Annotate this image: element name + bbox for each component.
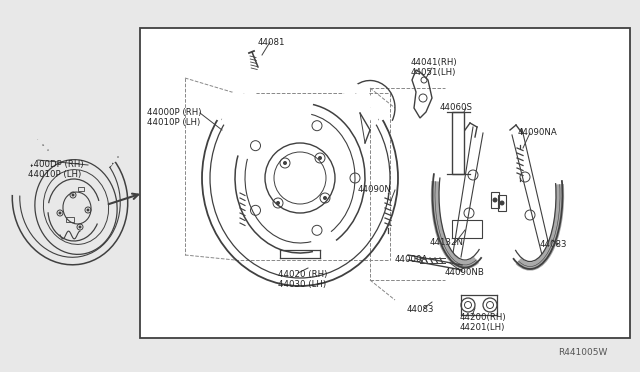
Text: 44041(RH): 44041(RH) [411, 58, 458, 67]
Circle shape [493, 198, 497, 202]
Bar [452, 220, 482, 238]
Text: 44060S: 44060S [440, 103, 473, 112]
Text: 44083: 44083 [407, 305, 435, 314]
Text: 44010P (LH): 44010P (LH) [147, 118, 200, 127]
Circle shape [58, 212, 61, 215]
Text: 44201(LH): 44201(LH) [460, 323, 506, 332]
Text: 44090NB: 44090NB [445, 268, 485, 277]
Circle shape [323, 196, 327, 200]
Circle shape [283, 161, 287, 165]
Circle shape [79, 225, 81, 228]
Text: 44030 (LH): 44030 (LH) [278, 280, 326, 289]
Bar [140, 28, 630, 338]
Text: 44010P (LH): 44010P (LH) [28, 170, 81, 179]
Bar [452, 112, 464, 174]
Circle shape [318, 156, 322, 160]
Text: 4400DP (RH): 4400DP (RH) [28, 160, 84, 169]
Circle shape [276, 201, 280, 205]
Text: 44090N: 44090N [358, 185, 392, 194]
Text: 44020 (RH): 44020 (RH) [278, 270, 328, 279]
Circle shape [499, 201, 504, 205]
Circle shape [72, 193, 74, 196]
Text: 44081: 44081 [258, 38, 285, 47]
Bar [491, 192, 499, 208]
Text: 44200(RH): 44200(RH) [460, 313, 507, 322]
Circle shape [86, 208, 90, 212]
Bar [66, 217, 74, 222]
Text: 44000A: 44000A [395, 255, 428, 264]
Text: 44000P (RH): 44000P (RH) [147, 108, 202, 117]
Bar [498, 195, 506, 211]
Text: 44090NA: 44090NA [518, 128, 557, 137]
Text: 44051(LH): 44051(LH) [411, 68, 456, 77]
Text: 44132N: 44132N [430, 238, 464, 247]
Text: R441005W: R441005W [558, 348, 607, 357]
Bar [78, 187, 84, 191]
Text: 44083: 44083 [540, 240, 568, 249]
